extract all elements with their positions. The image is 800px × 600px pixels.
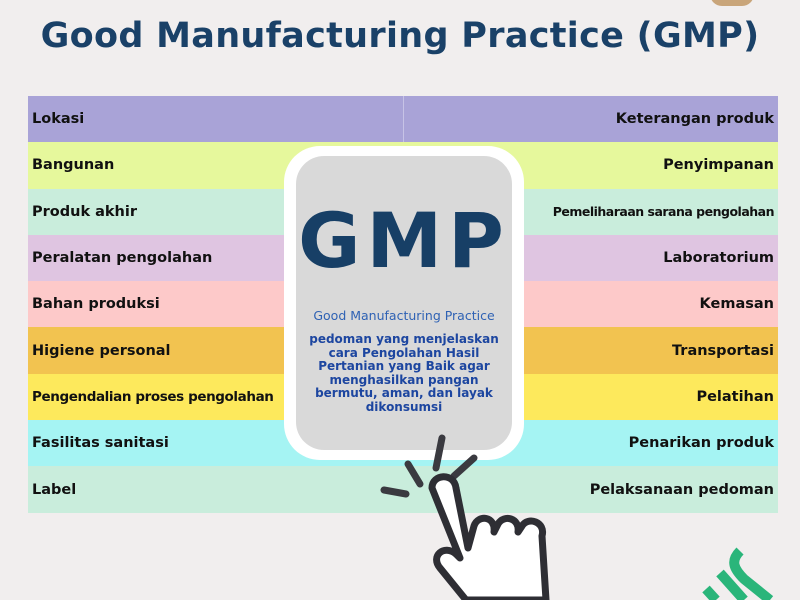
row-right-label: Transportasi bbox=[672, 342, 774, 359]
card-subtitle: Good Manufacturing Practice bbox=[313, 308, 495, 323]
card-description: pedoman yang menjelaskan cara Pengolahan… bbox=[309, 332, 499, 414]
row-right-label: Kemasan bbox=[699, 296, 774, 313]
row-left-label: Bahan produksi bbox=[32, 296, 160, 313]
green-logo-icon bbox=[702, 547, 774, 600]
gmp-card: GMP Good Manufacturing Practice pedoman … bbox=[284, 146, 524, 460]
row-left-label: Produk akhir bbox=[32, 203, 138, 220]
table-row: Lokasi Keterangan produk bbox=[28, 96, 778, 143]
row-right-label: Keterangan produk bbox=[615, 111, 774, 128]
row-right-label: Laboratorium bbox=[663, 250, 774, 267]
table-row: Label Pelaksanaan pedoman bbox=[28, 466, 778, 513]
row-left-label: Peralatan pengolahan bbox=[32, 250, 213, 267]
row-left-label: Label bbox=[32, 481, 77, 498]
row-left-label: Bangunan bbox=[32, 157, 115, 174]
row-left-label: Fasilitas sanitasi bbox=[32, 435, 169, 452]
page-title: Good Manufacturing Practice (GMP) bbox=[40, 16, 760, 56]
gmp-table: Lokasi Keterangan produk Bangunan Penyimpan… bbox=[28, 96, 778, 513]
row-left-label: Pengendalian proses pengolahan bbox=[32, 388, 274, 405]
card-acronym: GMP bbox=[298, 196, 510, 285]
row-right-label: Pemeliharaan sarana pengolahan bbox=[552, 204, 775, 220]
decorative-blob bbox=[710, 0, 754, 6]
row-right-label: Pelatihan bbox=[696, 388, 774, 405]
row-right-label: Penyimpanan bbox=[663, 157, 774, 174]
row-left-label: Lokasi bbox=[32, 111, 85, 128]
pointing-hand-cursor-icon bbox=[380, 434, 550, 600]
row-right-label: Pelaksanaan pedoman bbox=[589, 481, 774, 498]
row-left-label: Higiene personal bbox=[32, 342, 171, 359]
row-right-label: Penarikan produk bbox=[628, 435, 774, 452]
